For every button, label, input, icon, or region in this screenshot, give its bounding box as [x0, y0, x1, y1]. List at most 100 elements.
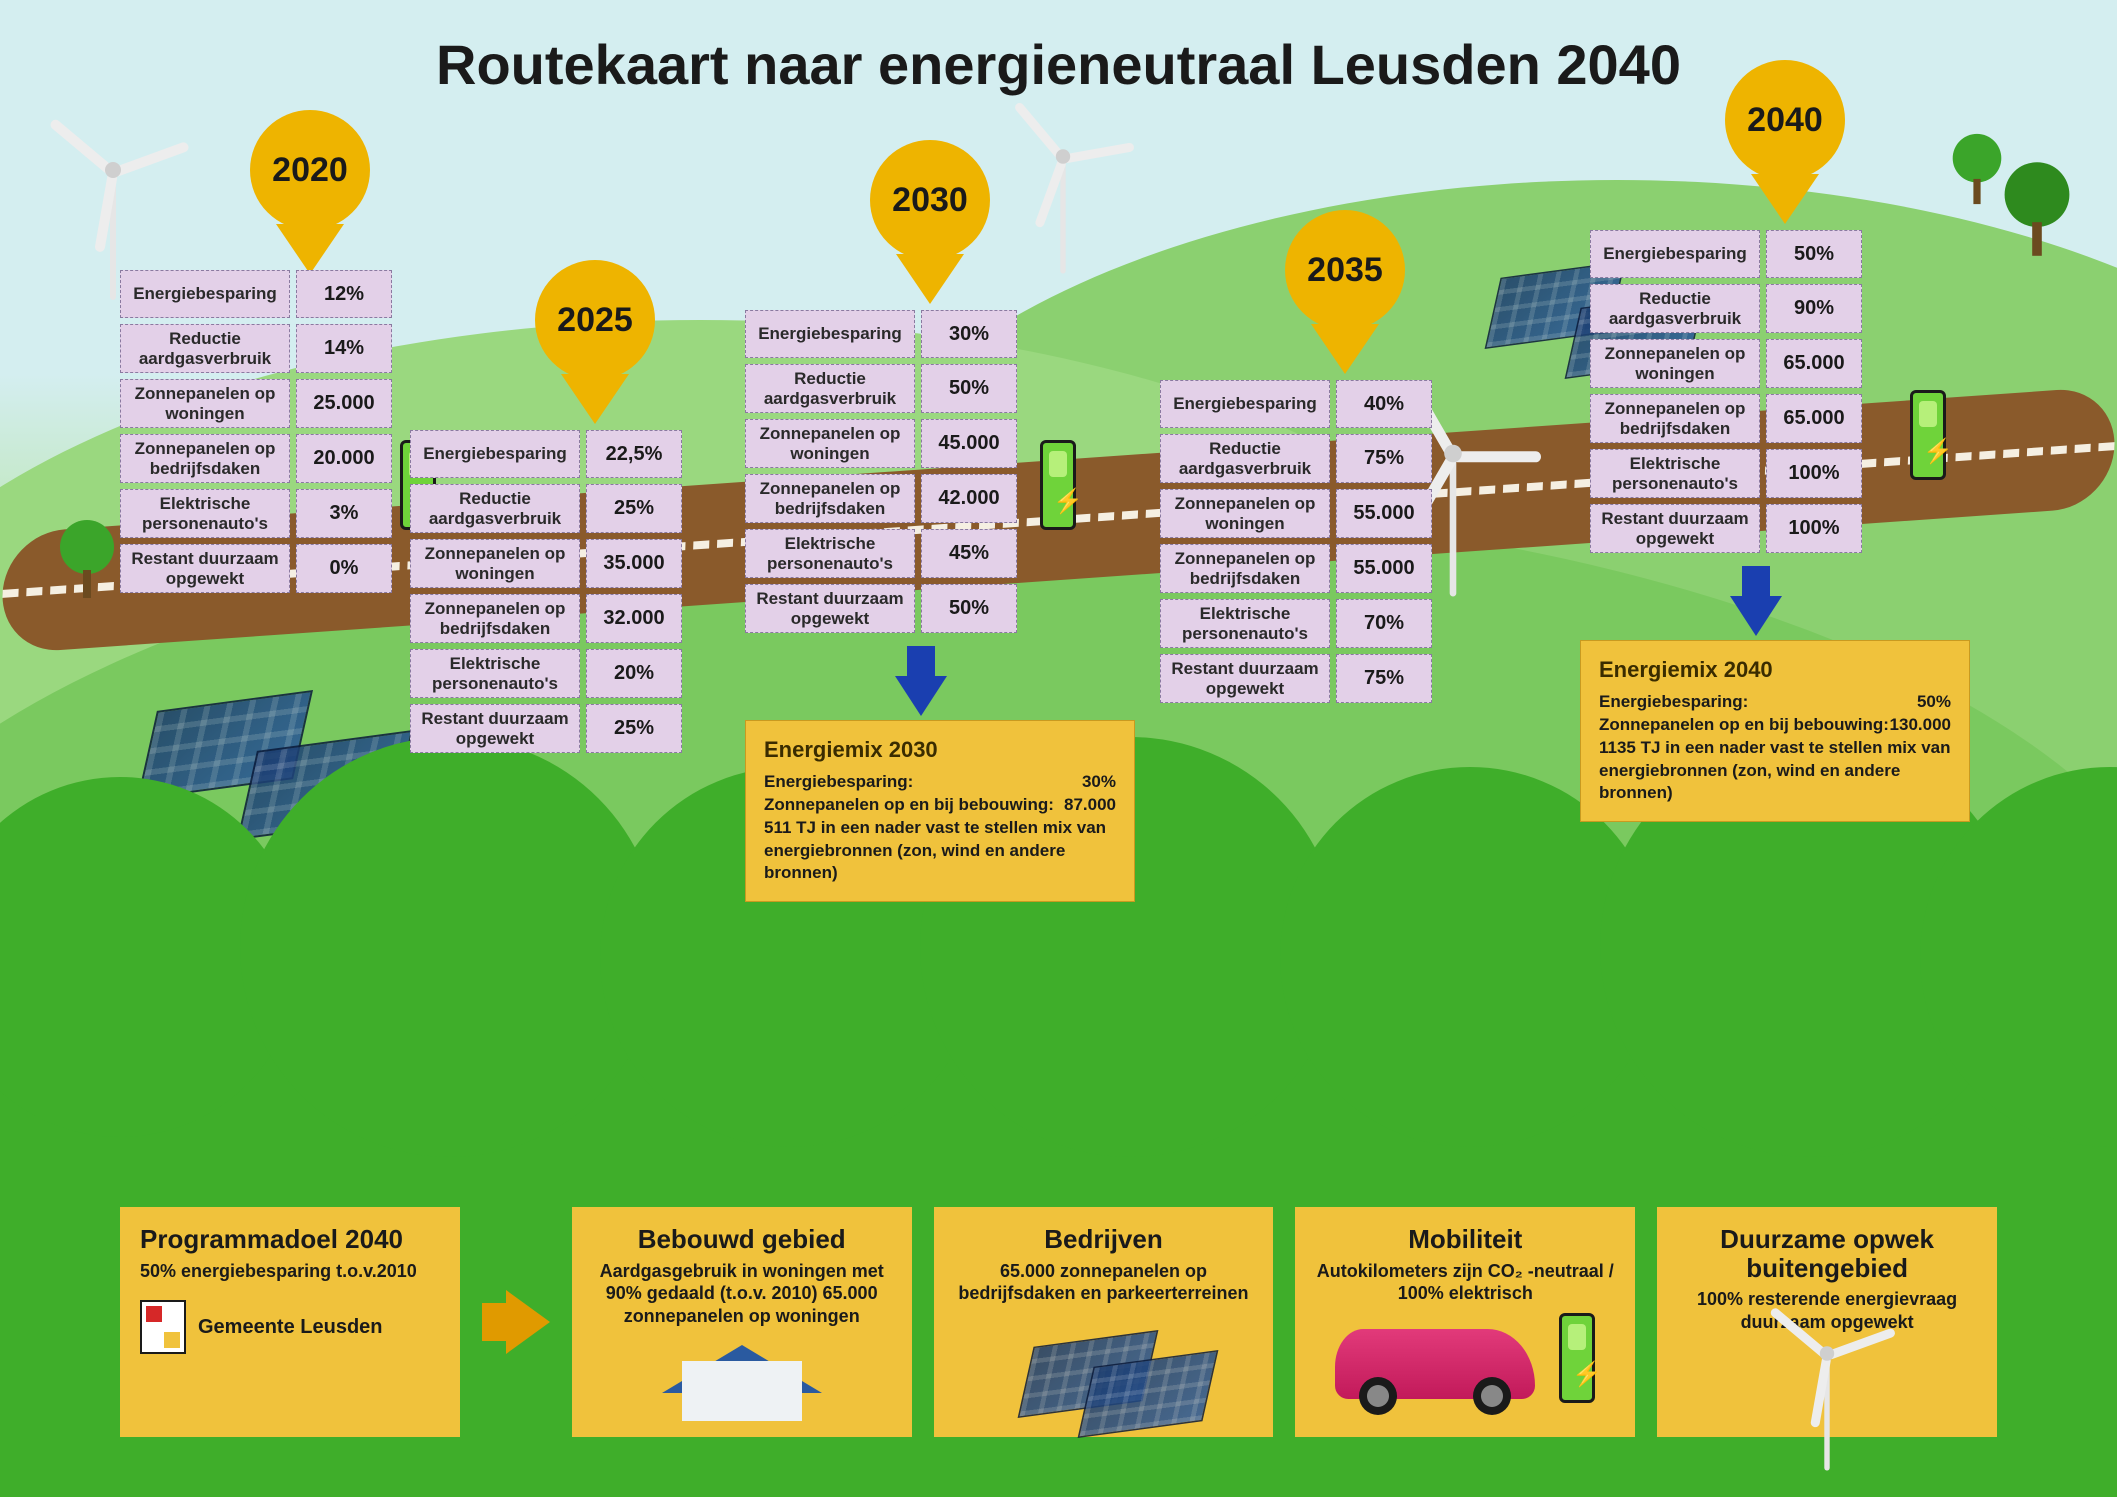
table-row: Elektrische personenauto's20% — [410, 649, 682, 698]
milestone-table-2025: Energiebesparing22,5% Reductie aardgasver… — [410, 430, 682, 759]
row-value: 90% — [1766, 284, 1862, 333]
row-label: Zonnepanelen op bedrijfsdaken — [1160, 544, 1330, 593]
marker-tail-icon — [1751, 174, 1819, 224]
row-label: Reductie aardgasverbruik — [745, 364, 915, 413]
row-label: Zonnepanelen op woningen — [120, 379, 290, 428]
table-row: Reductie aardgasverbruik14% — [120, 324, 392, 373]
row-label: Energiebesparing — [120, 270, 290, 318]
table-row: Reductie aardgasverbruik75% — [1160, 434, 1432, 483]
big-arrow-icon — [506, 1290, 550, 1354]
marker-tail-icon — [1311, 324, 1379, 374]
row-value: 55.000 — [1336, 544, 1432, 593]
table-row: Elektrische personenauto's45% — [745, 529, 1017, 578]
row-label: Restant duurzaam opgewekt — [1590, 504, 1760, 553]
row-label: Restant duurzaam opgewekt — [1160, 654, 1330, 703]
row-label: Restant duurzaam opgewekt — [410, 704, 580, 753]
row-label: Restant duurzaam opgewekt — [120, 544, 290, 593]
row-label: Energiebesparing — [410, 430, 580, 478]
wind-turbine-icon — [1824, 1354, 1829, 1471]
row-value: 12% — [296, 270, 392, 318]
table-row: Energiebesparing30% — [745, 310, 1017, 358]
table-row: Zonnepanelen op woningen45.000 — [745, 419, 1017, 468]
house-icon — [662, 1337, 822, 1421]
tree-icon — [60, 520, 114, 598]
mix-note: 1135 TJ in een nader vast te stellen mix… — [1599, 737, 1951, 806]
row-value: 3% — [296, 489, 392, 538]
card-mobiliteit: Mobiliteit Autokilometers zijn CO₂ -neut… — [1295, 1207, 1635, 1437]
energiemix-box-2040: Energiemix 2040Energiebesparing:50%Zonne… — [1580, 640, 1970, 822]
row-label: Zonnepanelen op bedrijfsdaken — [410, 594, 580, 643]
mix-line: Zonnepanelen op en bij bebouwing:130.000 — [1599, 714, 1951, 737]
marker-tail-icon — [561, 374, 629, 424]
row-label: Reductie aardgasverbruik — [120, 324, 290, 373]
milestone-table-2035: Energiebesparing40%Reductie aardgasverbr… — [1160, 380, 1432, 709]
card-bebouwd: Bebouwd gebied Aardgasgebruik in woninge… — [572, 1207, 912, 1437]
row-value: 75% — [1336, 434, 1432, 483]
table-row: Zonnepanelen op woningen55.000 — [1160, 489, 1432, 538]
year-label: 2020 — [250, 110, 370, 230]
card-bedrijven: Bedrijven 65.000 zonnepanelen op bedrijf… — [934, 1207, 1274, 1437]
milestone-table-2030: Energiebesparing30% Reductie aardgasverbr… — [745, 310, 1017, 639]
year-marker-2035: 2035 — [1285, 210, 1405, 374]
table-row: Reductie aardgasverbruik50% — [745, 364, 1017, 413]
table-row: Zonnepanelen op woningen65.000 — [1590, 339, 1862, 388]
table-row: Elektrische personenauto's3% — [120, 489, 392, 538]
table-row: Energiebesparing22,5% — [410, 430, 682, 478]
table-row: Zonnepanelen op woningen35.000 — [410, 539, 682, 588]
table-row: Restant duurzaam opgewekt100% — [1590, 504, 1862, 553]
wind-turbine-icon — [1450, 454, 1457, 597]
row-label: Reductie aardgasverbruik — [1160, 434, 1330, 483]
row-value: 20.000 — [296, 434, 392, 483]
mix-title: Energiemix 2030 — [764, 735, 1116, 765]
row-value: 25% — [586, 704, 682, 753]
card-programme: Programmadoel 2040 50% energiebesparing … — [120, 1207, 460, 1437]
year-label: 2040 — [1725, 60, 1845, 180]
row-label: Elektrische personenauto's — [745, 529, 915, 578]
year-label: 2030 — [870, 140, 990, 260]
card-body: 50% energiebesparing t.o.v.2010 — [140, 1260, 417, 1283]
row-value: 30% — [921, 310, 1017, 358]
table-row: Energiebesparing12% — [120, 270, 392, 318]
table-row: Restant duurzaam opgewekt25% — [410, 704, 682, 753]
row-value: 35.000 — [586, 539, 682, 588]
municipality-crest-icon — [140, 1300, 186, 1354]
mix-line: Energiebesparing:30% — [764, 771, 1116, 794]
infographic-stage: ⚡ ⚡ ⚡ Routekaart naar energieneutraal Le… — [0, 0, 2117, 1497]
mix-title: Energiemix 2040 — [1599, 655, 1951, 685]
row-value: 70% — [1336, 599, 1432, 648]
card-body: Autokilometers zijn CO₂ -neutraal / 100%… — [1315, 1260, 1615, 1305]
arrow-down-icon — [895, 676, 947, 716]
year-marker-2030: 2030 — [870, 140, 990, 304]
row-value: 42.000 — [921, 474, 1017, 523]
table-row: Reductie aardgasverbruik25% — [410, 484, 682, 533]
milestone-table-2020: Energiebesparing12%Reductie aardgasverbr… — [120, 270, 392, 599]
row-value: 50% — [921, 584, 1017, 633]
year-label: 2035 — [1285, 210, 1405, 330]
table-row: Energiebesparing50% — [1590, 230, 1862, 278]
row-label: Elektrische personenauto's — [1590, 449, 1760, 498]
row-label: Energiebesparing — [1160, 380, 1330, 428]
table-row: Zonnepanelen op bedrijfsdaken65.000 — [1590, 394, 1862, 443]
row-value: 45% — [921, 529, 1017, 578]
card-title: Programmadoel 2040 — [140, 1225, 403, 1254]
table-row: Reductie aardgasverbruik90% — [1590, 284, 1862, 333]
table-row: Zonnepanelen op woningen25.000 — [120, 379, 392, 428]
wind-turbine-icon — [1060, 157, 1065, 274]
tree-icon — [1953, 134, 2002, 204]
row-value: 75% — [1336, 654, 1432, 703]
table-row: Zonnepanelen op bedrijfsdaken55.000 — [1160, 544, 1432, 593]
row-label: Zonnepanelen op bedrijfsdaken — [1590, 394, 1760, 443]
row-value: 100% — [1766, 449, 1862, 498]
ev-car-icon: ⚡ — [1335, 1319, 1595, 1409]
solar-panel-icon — [1013, 1319, 1193, 1409]
row-value: 65.000 — [1766, 394, 1862, 443]
year-marker-2020: 2020 — [250, 110, 370, 274]
row-label: Elektrische personenauto's — [1160, 599, 1330, 648]
ev-charger-icon: ⚡ — [1910, 390, 1946, 480]
card-title: Mobiliteit — [1408, 1225, 1522, 1254]
row-value: 55.000 — [1336, 489, 1432, 538]
card-footer: Gemeente Leusden — [198, 1316, 383, 1339]
wind-turbine-icon — [110, 170, 116, 300]
row-label: Elektrische personenauto's — [120, 489, 290, 538]
energiemix-box-2030: Energiemix 2030Energiebesparing:30%Zonne… — [745, 720, 1135, 902]
